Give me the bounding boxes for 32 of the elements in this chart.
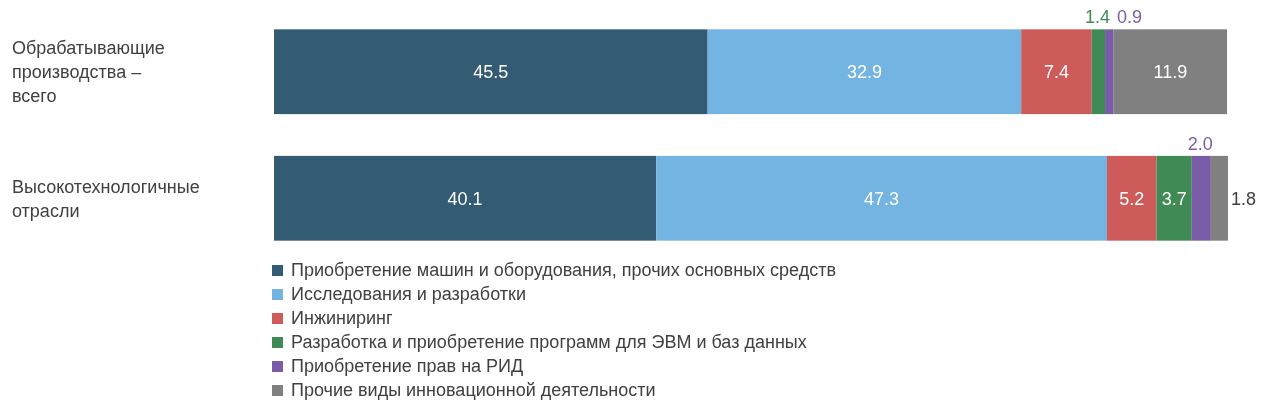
data-label: 3.7 [1161, 188, 1187, 209]
data-label: 11.9 [1153, 62, 1188, 83]
data-label: 45.5 [473, 62, 509, 83]
data-label: 0.9 [1116, 7, 1142, 28]
legend-label: Исследования и разработки [291, 284, 526, 305]
bar [656, 155, 1107, 241]
data-label: 2.0 [1187, 133, 1213, 154]
data-label: 32.9 [846, 62, 882, 83]
bar [1105, 29, 1114, 115]
legend-label: Приобретение машин и оборудования, прочих основных средств [291, 260, 837, 281]
bar [1156, 155, 1192, 241]
bar [1191, 155, 1211, 241]
data-label: 1.8 [1231, 188, 1257, 209]
bar [1113, 29, 1228, 115]
data-label: 7.4 [1043, 62, 1069, 83]
legend-label: Разработка и приобретение программ для ЭВМ и баз данных [291, 332, 807, 353]
bar [274, 29, 708, 115]
bar [1091, 29, 1106, 115]
legend-label: Прочие виды инновационной деятельности [291, 380, 656, 401]
y-tick-label: Высокотехнологичные отрасли [12, 176, 200, 221]
bar [274, 155, 657, 241]
data-label: 1.4 [1084, 7, 1110, 28]
legend-label: Приобретение прав на РИД [291, 356, 524, 377]
bar [1210, 155, 1228, 241]
y-tick-label: Обрабатывающие производства – всего [12, 38, 165, 107]
bar [707, 29, 1022, 115]
data-label: 47.3 [864, 188, 900, 209]
bar [1106, 155, 1157, 241]
bar [1021, 29, 1092, 115]
data-label: 40.1 [447, 188, 483, 209]
data-label: 5.2 [1119, 188, 1145, 209]
legend-label: Инжиниринг [291, 308, 393, 329]
